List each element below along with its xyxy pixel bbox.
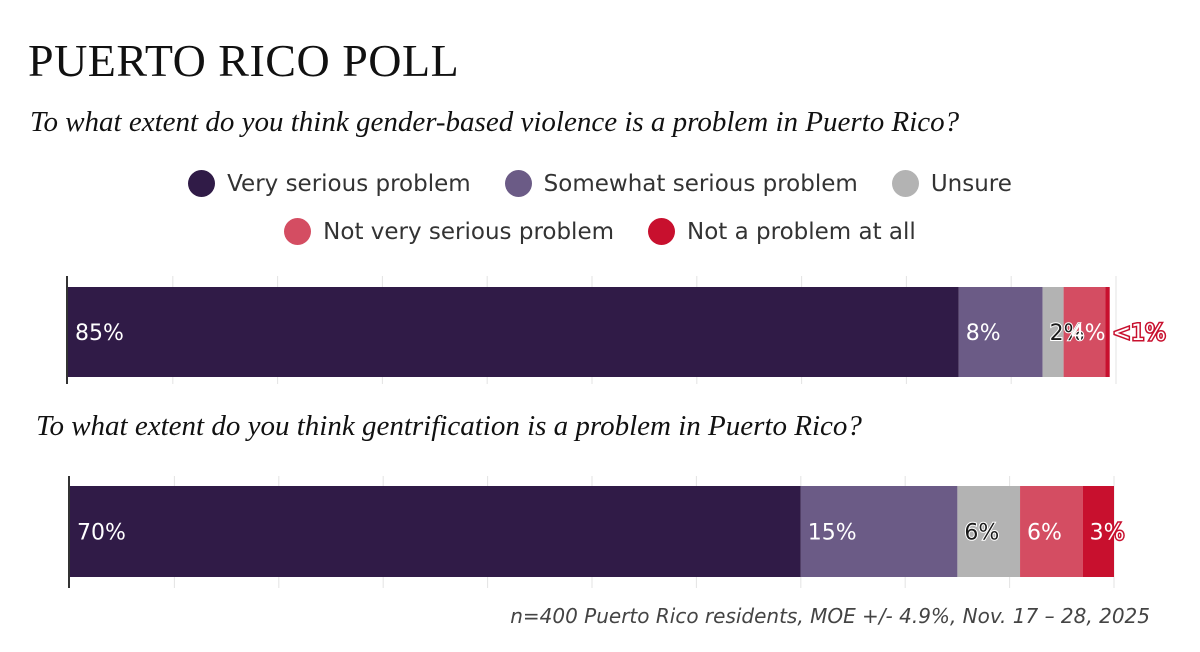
legend-swatch-very-serious <box>188 170 216 197</box>
page-title: PUERTO RICO POLL <box>28 35 460 86</box>
bar-segment <box>1105 287 1110 377</box>
legend-item-somewhat-serious: Somewhat serious problem <box>504 170 858 197</box>
bar-segment <box>1020 486 1083 577</box>
footnote: n=400 Puerto Rico residents, MOE +/- 4.9… <box>510 604 1150 628</box>
data-label: 2% <box>1050 321 1085 346</box>
legend-label: Unsure <box>930 170 1012 197</box>
legend-row-2: Not very serious problem Not a problem a… <box>0 218 1200 245</box>
question-1: To what extent do you think gender-based… <box>30 106 960 138</box>
data-label: 6% <box>964 521 999 546</box>
legend-item-very-serious: Very serious problem <box>188 170 471 197</box>
data-label: 8% <box>966 321 1001 346</box>
data-label: 3% <box>1090 521 1125 546</box>
data-label: 4% <box>1071 321 1106 346</box>
legend-label: Very serious problem <box>227 170 471 197</box>
data-label: 70% <box>77 521 126 546</box>
legend-row-1: Very serious problem Somewhat serious pr… <box>0 170 1200 197</box>
bar-segment <box>800 486 958 577</box>
legend-swatch-not-a-problem <box>648 218 676 245</box>
legend-item-not-very-serious: Not very serious problem <box>284 218 614 245</box>
bar-segment <box>1042 287 1064 377</box>
data-label: <1% <box>1113 321 1166 346</box>
data-label: 6% <box>1027 521 1062 546</box>
legend-swatch-somewhat-serious <box>504 170 532 197</box>
bar-segment <box>957 486 1021 577</box>
bar-segment <box>958 287 1043 377</box>
legend-swatch-unsure <box>891 170 919 197</box>
legend-label: Not a problem at all <box>687 218 916 245</box>
question-2: To what extent do you think gentrificati… <box>36 410 862 442</box>
bar-segment <box>1082 486 1114 577</box>
bar-segment <box>70 486 801 577</box>
legend-swatch-not-very-serious <box>284 218 312 245</box>
data-label: 85% <box>75 321 124 346</box>
legend-item-unsure: Unsure <box>891 170 1012 197</box>
bar-segment <box>1063 287 1106 377</box>
legend-item-not-a-problem: Not a problem at all <box>648 218 916 245</box>
data-label: 15% <box>808 521 857 546</box>
legend-label: Not very serious problem <box>323 218 615 245</box>
bar-segment <box>68 287 959 377</box>
legend-label: Somewhat serious problem <box>543 170 858 197</box>
